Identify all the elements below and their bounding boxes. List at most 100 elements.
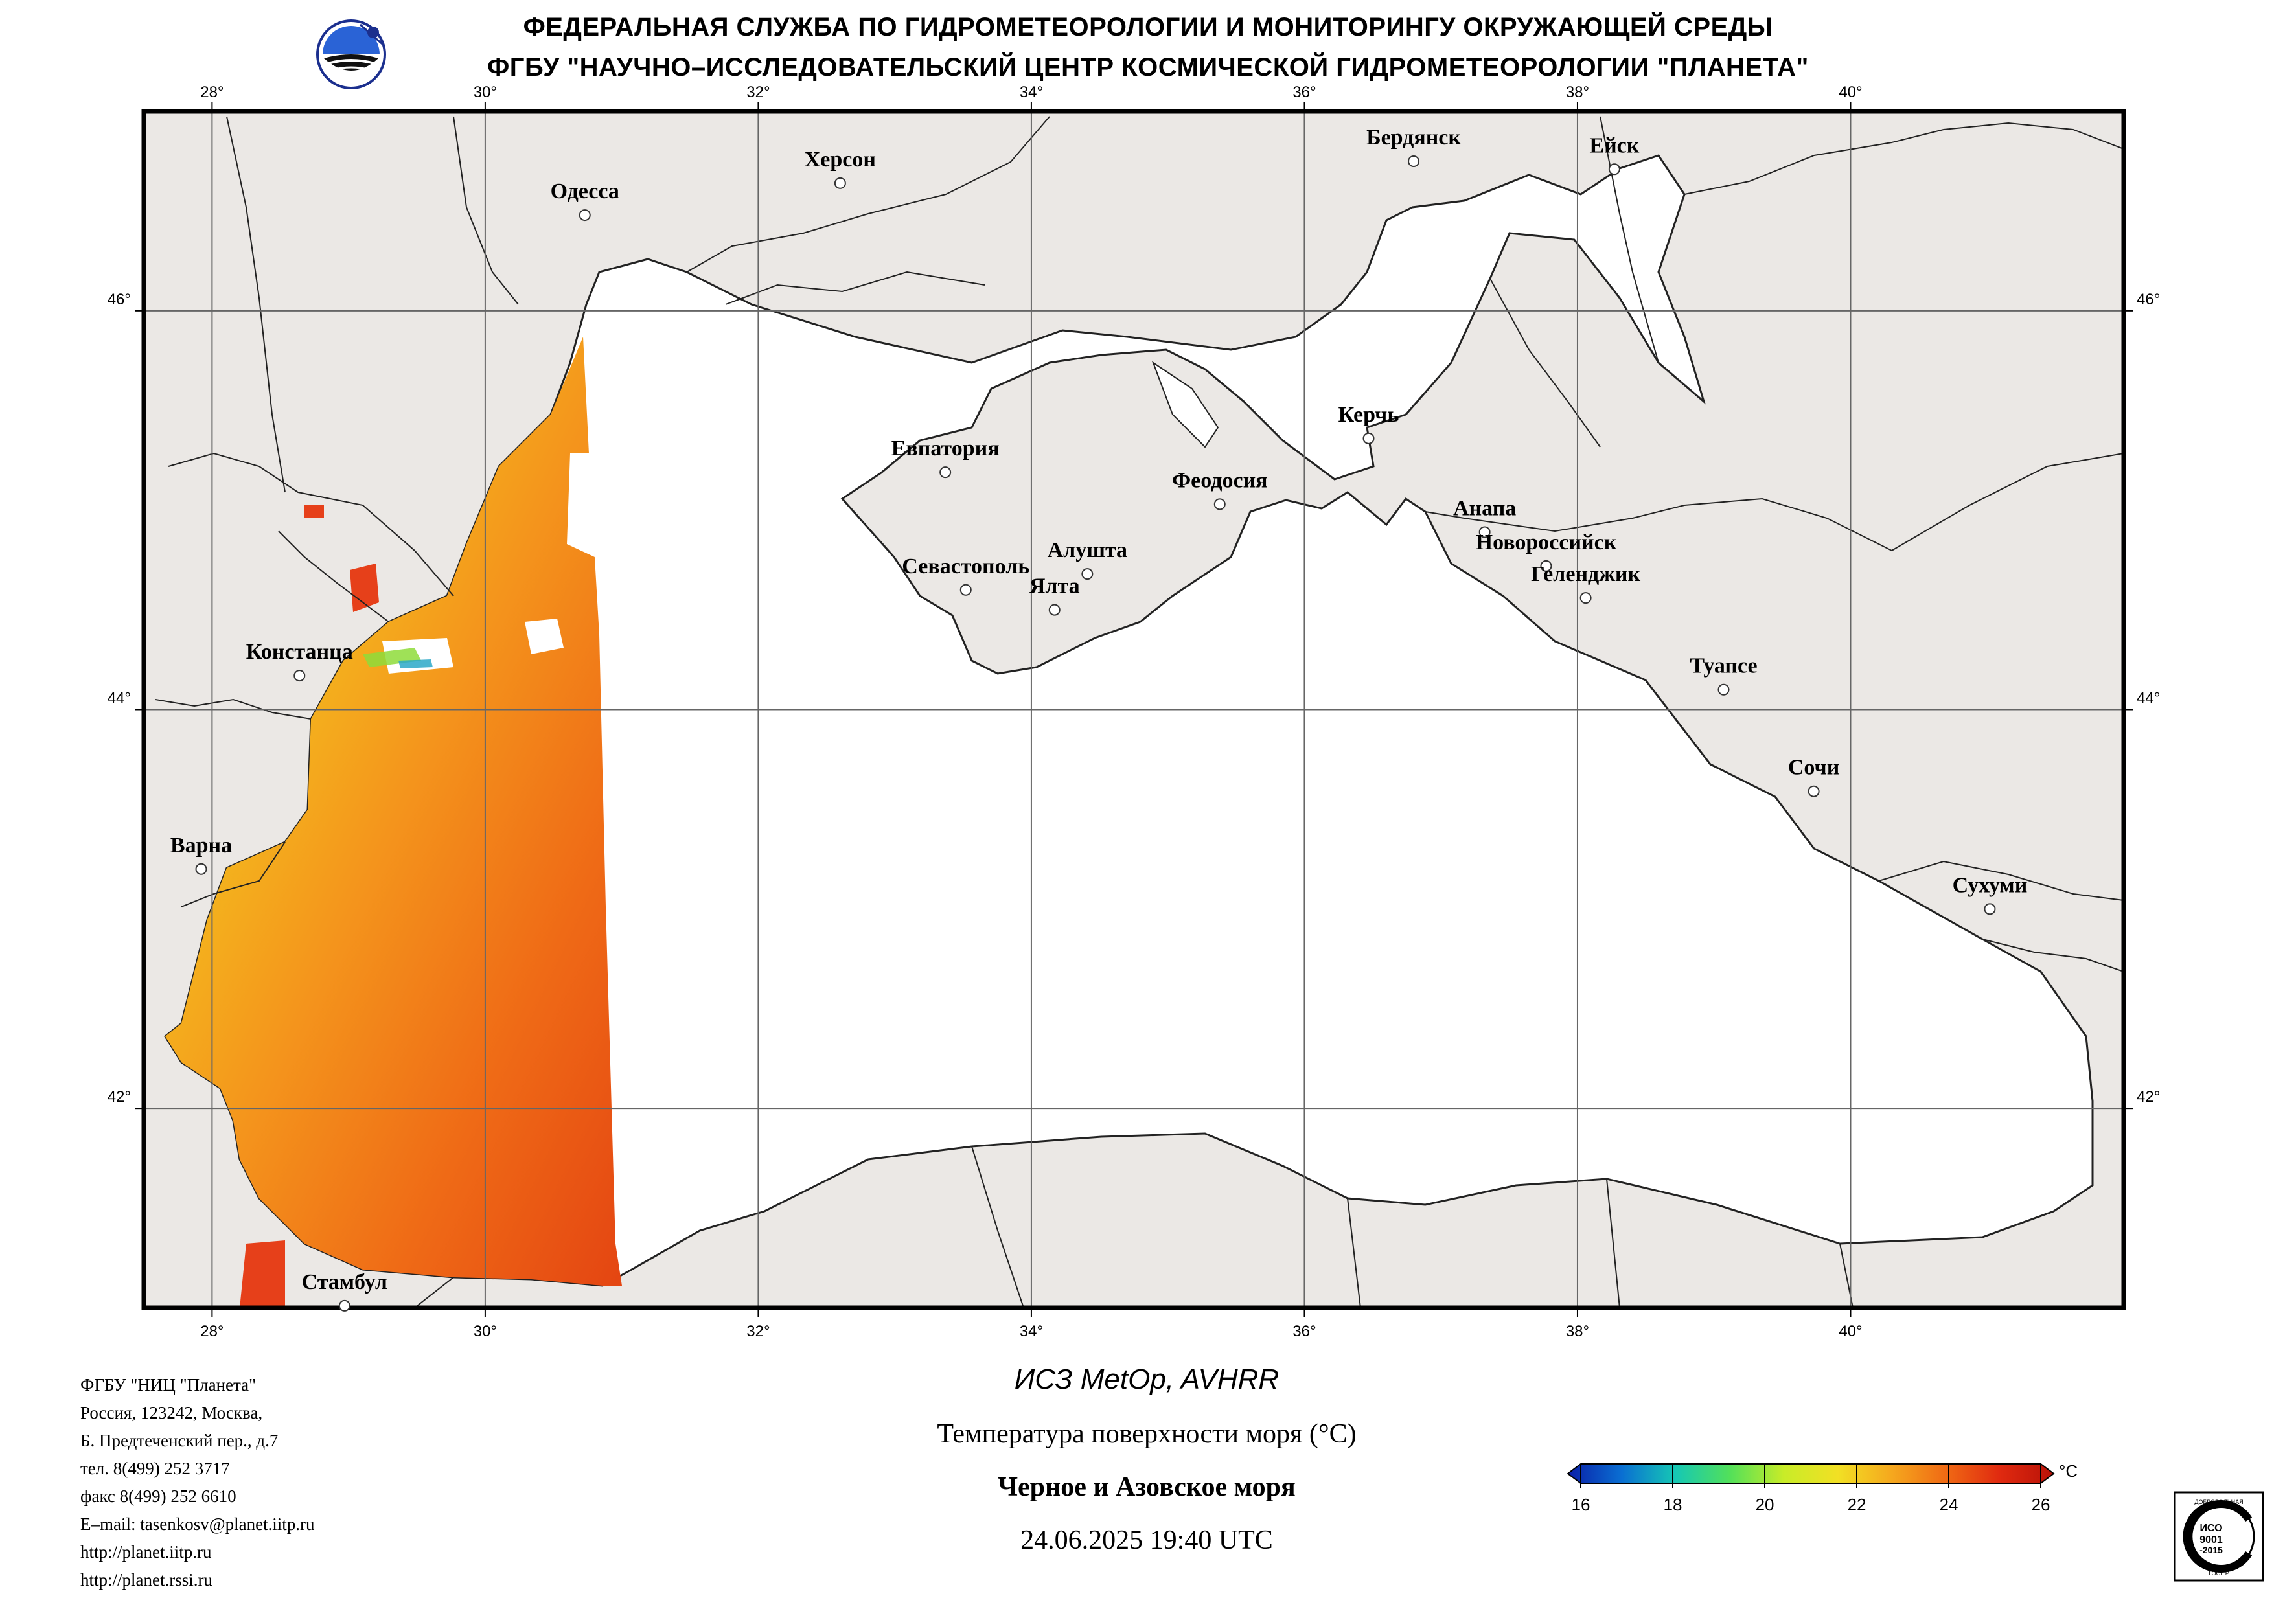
city-marker <box>939 466 952 479</box>
city-label: Алушта <box>1048 538 1127 562</box>
city-label: Севастополь <box>902 554 1029 578</box>
city-label: Керчь <box>1338 403 1399 427</box>
city-marker <box>834 177 846 189</box>
city-label: Бердянск <box>1366 126 1461 150</box>
city-label: Ялта <box>1029 575 1080 598</box>
lat-tick-label-right: 44° <box>2137 690 2160 707</box>
city-marker <box>1408 155 1420 167</box>
sst-data-swath <box>165 337 622 1286</box>
lon-tick-label-top: 34° <box>1020 84 1043 101</box>
cloud-gap <box>567 453 595 557</box>
iso-9001-certification-badge-icon: ДОБРОВОЛЬНАЯ ИСО 9001 -2015 ГОСТ Р <box>2174 1491 2264 1582</box>
colorbar-tick-label: 26 <box>2032 1495 2050 1514</box>
lat-tick-label-left: 46° <box>108 291 131 308</box>
caption-parameter: Температура поверхности моря (°С) <box>937 1419 1357 1449</box>
city-marker <box>1540 560 1552 572</box>
colorbar-tick-label: 22 <box>1848 1495 1866 1514</box>
city-marker <box>1048 604 1061 616</box>
footer-street: Б. Предтеченский пер., д.7 <box>80 1431 279 1450</box>
lon-tick-label-top: 38° <box>1566 84 1589 101</box>
lon-tick-label-bottom: 34° <box>1020 1323 1043 1340</box>
city-marker <box>1213 498 1226 510</box>
lon-tick-label-top: 28° <box>200 84 224 101</box>
lon-tick-label-bottom: 28° <box>200 1323 224 1340</box>
iso-text-bottom: ГОСТ Р <box>2209 1570 2229 1577</box>
caption-satellite: ИСЗ MetOp, AVHRR <box>1014 1363 1280 1395</box>
footer-fax: факс 8(499) 252 6610 <box>80 1487 236 1506</box>
city-label: Одесса <box>551 179 619 203</box>
city-label: Сухуми <box>1953 873 2028 897</box>
colorbar-tick-label: 20 <box>1756 1495 1774 1514</box>
lat-tick-label-right: 42° <box>2137 1088 2160 1106</box>
iso-text-iso: ИСО <box>2199 1523 2222 1534</box>
city-marker <box>1579 592 1592 604</box>
city-label: Туапсе <box>1690 654 1757 678</box>
footer-phone: тел. 8(499) 252 3717 <box>80 1459 230 1478</box>
colorbar-bar <box>1567 1463 2055 1484</box>
iso-text-year: -2015 <box>2199 1545 2223 1555</box>
city-label: Евпатория <box>891 437 1000 461</box>
caption-datetime: 24.06.2025 19:40 UTC <box>1020 1525 1273 1555</box>
iso-text-9001: 9001 <box>2199 1534 2223 1545</box>
colorbar-tick-label: 18 <box>1664 1495 1682 1514</box>
footer-org: ФГБУ "НИЦ "Планета" <box>80 1375 257 1395</box>
city-label: Феодосия <box>1172 468 1268 492</box>
city-label: Стамбул <box>302 1270 387 1294</box>
footer-link-2[interactable]: http://planet.rssi.ru <box>80 1570 212 1590</box>
lon-tick-label-bottom: 38° <box>1566 1323 1589 1340</box>
city-labels: Одесса Херсон Бердянск Ейск Евпатория Керчь Фе… <box>170 126 2028 1312</box>
header-line-2: ФГБУ "НАУЧНО–ИССЛЕДОВАТЕЛЬСКИЙ ЦЕНТР КОС… <box>487 53 1809 82</box>
city-label: Сочи <box>1788 756 1839 780</box>
warm-lagoon <box>240 1240 285 1308</box>
city-label: Констанца <box>246 640 353 664</box>
colorbar-unit: °C <box>2059 1461 2078 1481</box>
rivers-borders <box>155 116 2124 1308</box>
header-line-1: ФЕДЕРАЛЬНАЯ СЛУЖБА ПО ГИДРОМЕТЕОРОЛОГИИ … <box>523 13 1773 41</box>
city-marker <box>1808 785 1820 797</box>
cloud-gap <box>525 619 564 654</box>
city-label: Анапа <box>1453 497 1516 521</box>
city-marker <box>195 863 207 875</box>
city-marker <box>1362 432 1375 444</box>
city-marker <box>1081 568 1094 580</box>
colorbar-tick-label: 24 <box>1940 1495 1958 1514</box>
footer-email[interactable]: E–mail: tasenkosv@planet.iitp.ru <box>80 1514 315 1534</box>
lon-tick-label-top: 36° <box>1292 84 1316 101</box>
city-label: Варна <box>170 834 232 858</box>
lon-tick-label-bottom: 36° <box>1292 1323 1316 1340</box>
lat-tick-label-right: 46° <box>2137 291 2160 308</box>
lat-tick-label-left: 44° <box>108 690 131 707</box>
lon-tick-label-bottom: 32° <box>746 1323 770 1340</box>
city-marker <box>1608 163 1620 176</box>
city-marker <box>959 584 972 596</box>
lon-tick-label-top: 30° <box>474 84 497 101</box>
lat-tick-label-left: 42° <box>108 1088 131 1106</box>
city-label: Новороссийск <box>1476 530 1617 554</box>
city-marker <box>1984 903 1996 915</box>
sivash-lagoon <box>1151 361 1219 448</box>
axis-ticks: 28° 28° 30° 30° 32° 32° 34° 34° 36° 36° 38° 38° 40° 4… <box>108 84 2161 1340</box>
footer-country: Россия, 123242, Москва, <box>80 1403 263 1422</box>
graticule <box>144 111 2124 1308</box>
lon-tick-label-top: 32° <box>746 84 770 101</box>
city-label: Херсон <box>805 148 876 172</box>
warm-lagoon <box>304 505 324 518</box>
lon-tick-label-bottom: 30° <box>474 1323 497 1340</box>
city-label: Геленджик <box>1531 562 1640 586</box>
footer-link-1[interactable]: http://planet.iitp.ru <box>80 1542 212 1562</box>
coastal-cool-strip <box>398 659 433 668</box>
city-marker <box>579 209 591 222</box>
planeta-globe-logo-icon <box>316 19 386 89</box>
city-marker <box>293 670 306 682</box>
city-marker <box>1478 526 1491 538</box>
city-marker <box>338 1299 350 1312</box>
colorbar: 16 18 20 22 24 26 °C <box>1567 1461 2078 1514</box>
lon-tick-label-top: 40° <box>1839 84 1862 101</box>
city-label: Ейск <box>1589 133 1639 157</box>
colorbar-ticks: 16 18 20 22 24 26 <box>1572 1464 2050 1514</box>
lon-tick-label-bottom: 40° <box>1839 1323 1862 1340</box>
iso-text-top: ДОБРОВОЛЬНАЯ <box>2194 1499 2243 1505</box>
warm-lagoon <box>350 564 379 612</box>
caption-region: Черное и Азовское моря <box>998 1472 1296 1502</box>
